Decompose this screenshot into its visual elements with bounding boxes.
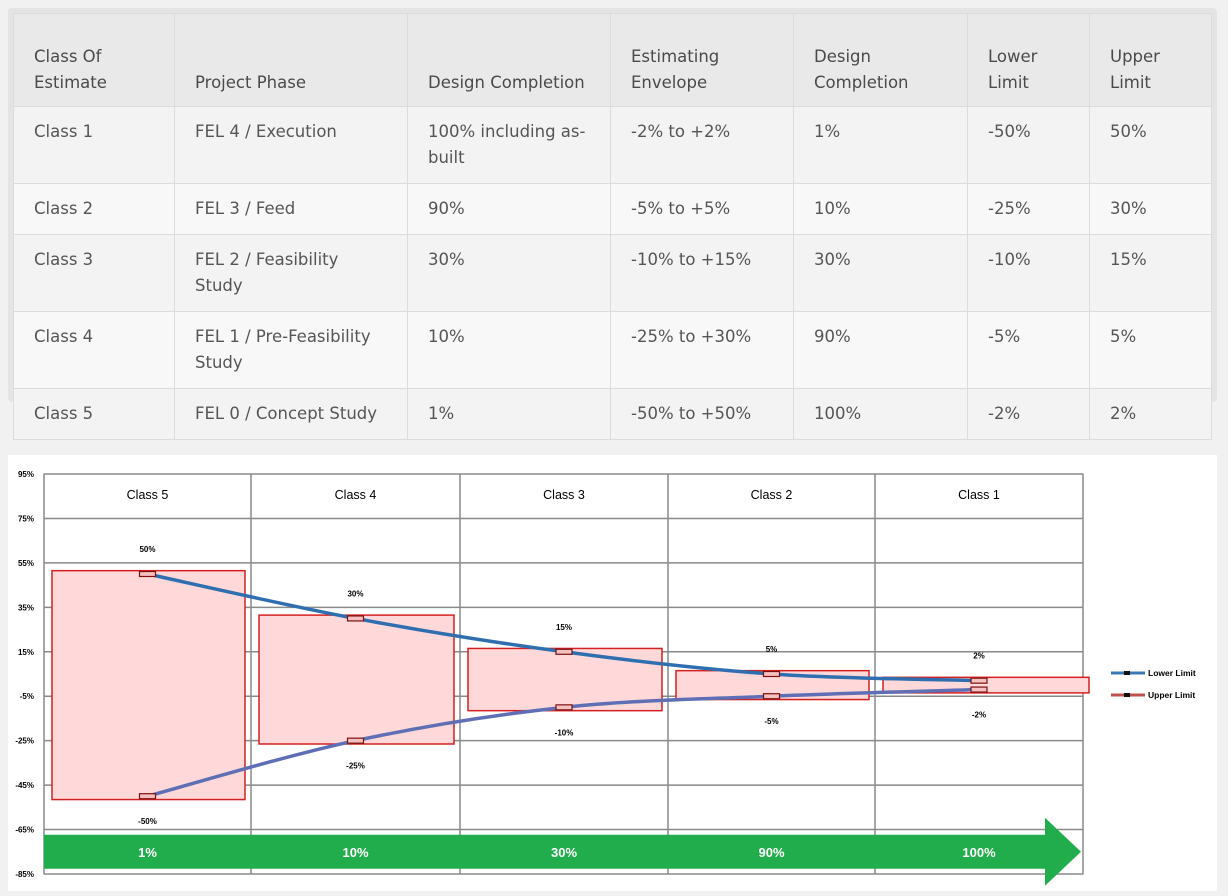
table-cell: FEL 0 / Concept Study: [174, 388, 408, 440]
table-cell: 15%: [1089, 234, 1212, 312]
table-cell: 5%: [1089, 311, 1212, 389]
lower-limit-data-label: -2%: [972, 711, 986, 720]
table-cell: 100% including as-built: [407, 106, 611, 184]
lower-limit-data-label: -10%: [555, 728, 574, 737]
table-cell: 2%: [1089, 388, 1212, 440]
legend-swatch-marker: [1124, 671, 1130, 675]
y-tick-label: 55%: [18, 559, 34, 568]
table-row: Class 4 FEL 1 / Pre-Feasibility Study 10…: [13, 311, 1212, 389]
y-tick-label: -5%: [20, 692, 34, 701]
y-tick-label: 75%: [18, 514, 34, 523]
table-cell: 10%: [407, 311, 611, 389]
completion-label: 90%: [758, 845, 784, 860]
table-row: Class 5 FEL 0 / Concept Study 1% -50% to…: [13, 388, 1212, 440]
completion-label: 1%: [138, 845, 157, 860]
lower-limit-data-label: -5%: [764, 717, 778, 726]
header-design-completion: Design Completion: [407, 13, 611, 107]
upper-limit-data-label: 50%: [139, 545, 155, 554]
class-header-label: Class 5: [127, 488, 169, 502]
class-header-label: Class 4: [335, 488, 377, 502]
header-class-of-estimate: Class Of Estimate: [13, 13, 175, 107]
lower-limit-marker: [346, 737, 365, 744]
estimate-envelope-box: [51, 569, 246, 801]
table-cell: FEL 3 / Feed: [174, 183, 408, 235]
upper-limit-data-label: 30%: [347, 589, 363, 598]
completion-label: 100%: [962, 845, 996, 860]
header-project-phase: Project Phase: [174, 13, 408, 107]
table-cell: -5%: [967, 311, 1090, 389]
table-cell: 10%: [793, 183, 968, 235]
y-tick-label: -65%: [15, 826, 34, 835]
upper-limit-marker: [138, 570, 157, 578]
estimate-envelope-chart: 95% 75% 55% 35% 15% -5% -25% -45% -65% -85% Class …: [8, 455, 1217, 891]
class-header-label: Class 2: [751, 488, 793, 502]
table-cell: FEL 2 / Feasibility Study: [174, 234, 408, 312]
lower-limit-marker: [555, 704, 573, 711]
table-cell: 100%: [793, 388, 968, 440]
table-cell: 50%: [1089, 106, 1212, 184]
upper-limit-data-label: 2%: [973, 652, 985, 661]
table-cell: 30%: [407, 234, 611, 312]
table-cell: -50%: [967, 106, 1090, 184]
completion-label: 30%: [551, 845, 577, 860]
table-cell: Class 4: [13, 311, 175, 389]
estimate-class-table: Class Of Estimate Project Phase Design C…: [13, 13, 1212, 440]
lower-limit-marker: [138, 793, 157, 800]
upper-limit-marker: [555, 648, 573, 655]
legend-label: Lower Limit: [1148, 668, 1196, 678]
estimate-envelope-box: [258, 614, 455, 745]
table-cell: 30%: [1089, 183, 1212, 235]
table-cell: 90%: [793, 311, 968, 389]
table-cell: -2%: [967, 388, 1090, 440]
table-row: Class 3 FEL 2 / Feasibility Study 30% -1…: [13, 234, 1212, 312]
class-header-label: Class 3: [543, 488, 585, 502]
table-row: Class 1 FEL 4 / Execution 100% including…: [13, 106, 1212, 184]
table-cell: -10% to +15%: [610, 234, 794, 312]
table-cell: Class 5: [13, 388, 175, 440]
lower-limit-data-label: -25%: [346, 762, 365, 771]
class-header-label: Class 1: [958, 488, 1000, 502]
header-estimating-envelope: Estimating Envelope: [610, 13, 794, 107]
header-lower-limit: Lower Limit: [967, 13, 1090, 107]
estimate-class-table-card: Class Of Estimate Project Phase Design C…: [8, 8, 1217, 440]
table-cell: -10%: [967, 234, 1090, 312]
y-tick-label: 95%: [18, 470, 34, 479]
y-tick-label: -25%: [15, 737, 34, 746]
upper-limit-data-label: 5%: [766, 645, 778, 654]
table-cell: Class 1: [13, 106, 175, 184]
design-completion-arrow: [44, 817, 1081, 886]
completion-label: 10%: [342, 845, 368, 860]
upper-limit-marker: [346, 615, 365, 622]
table-cell: -5% to +5%: [610, 183, 794, 235]
legend-swatch-marker: [1124, 693, 1130, 697]
y-tick-label: 35%: [18, 603, 34, 612]
table-cell: 90%: [407, 183, 611, 235]
chart-canvas: 95% 75% 55% 35% 15% -5% -25% -45% -65% -85% Class …: [15, 470, 1196, 886]
table-cell: -25%: [967, 183, 1090, 235]
header-upper-limit: Upper Limit: [1089, 13, 1212, 107]
upper-limit-marker: [970, 677, 988, 684]
table-cell: 30%: [793, 234, 968, 312]
table-cell: 1%: [793, 106, 968, 184]
y-tick-label: 15%: [18, 648, 34, 657]
legend-label: Upper Limit: [1148, 690, 1195, 700]
lower-limit-data-label: -50%: [138, 817, 157, 826]
table-row: Class 2 FEL 3 / Feed 90% -5% to +5% 10% …: [13, 183, 1212, 235]
table-cell: -2% to +2%: [610, 106, 794, 184]
header-design-completion-2: Design Completion: [793, 13, 968, 107]
table-cell: Class 3: [13, 234, 175, 312]
table-cell: 1%: [407, 388, 611, 440]
upper-limit-marker: [762, 670, 781, 678]
lower-limit-marker: [970, 686, 988, 693]
table-cell: FEL 4 / Execution: [174, 106, 408, 184]
y-tick-label: -45%: [15, 781, 34, 790]
y-tick-label: -85%: [15, 870, 34, 879]
table-header-row: Class Of Estimate Project Phase Design C…: [13, 13, 1212, 107]
table-cell: -50% to +50%: [610, 388, 794, 440]
table-cell: FEL 1 / Pre-Feasibility Study: [174, 311, 408, 389]
table-cell: Class 2: [13, 183, 175, 235]
upper-limit-data-label: 15%: [556, 623, 572, 632]
table-cell: -25% to +30%: [610, 311, 794, 389]
lower-limit-marker: [762, 693, 781, 700]
